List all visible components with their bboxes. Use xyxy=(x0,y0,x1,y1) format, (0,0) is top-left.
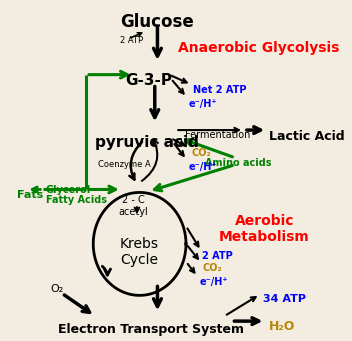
Text: e⁻/H⁺: e⁻/H⁺ xyxy=(199,277,228,286)
Text: G-3-P: G-3-P xyxy=(125,73,172,88)
Text: 2 - C
acetyl: 2 - C acetyl xyxy=(119,195,148,217)
Text: Anaerobic Glycolysis: Anaerobic Glycolysis xyxy=(177,41,339,55)
Text: Krebs
Cycle: Krebs Cycle xyxy=(120,237,159,267)
Text: Electron Transport System: Electron Transport System xyxy=(58,323,244,336)
Text: H₂O: H₂O xyxy=(269,320,295,333)
Text: Fermentation: Fermentation xyxy=(184,130,250,140)
Text: Fatty Acids: Fatty Acids xyxy=(46,195,107,205)
Text: Net 2 ATP: Net 2 ATP xyxy=(193,85,247,94)
Text: Amino acids: Amino acids xyxy=(205,158,271,168)
Text: e⁻/H⁺: e⁻/H⁺ xyxy=(189,99,217,109)
Text: Fats: Fats xyxy=(18,191,44,201)
Text: Lactic Acid: Lactic Acid xyxy=(269,130,345,143)
Text: 2 ATP: 2 ATP xyxy=(202,251,233,261)
Text: CO₂: CO₂ xyxy=(202,263,222,273)
Text: CO₂: CO₂ xyxy=(191,148,211,158)
Text: O₂: O₂ xyxy=(50,284,63,295)
Text: Aerobic
Metabolism: Aerobic Metabolism xyxy=(219,214,310,244)
Text: e⁻/H⁺: e⁻/H⁺ xyxy=(189,162,217,172)
Text: pyruvic acid: pyruvic acid xyxy=(95,135,199,150)
Text: 34 ATP: 34 ATP xyxy=(263,294,306,305)
Text: Glycerol: Glycerol xyxy=(46,184,91,194)
Text: Coenzyme A: Coenzyme A xyxy=(98,160,150,169)
Text: Glucose: Glucose xyxy=(121,13,194,31)
Text: 2 ATP: 2 ATP xyxy=(120,36,143,45)
